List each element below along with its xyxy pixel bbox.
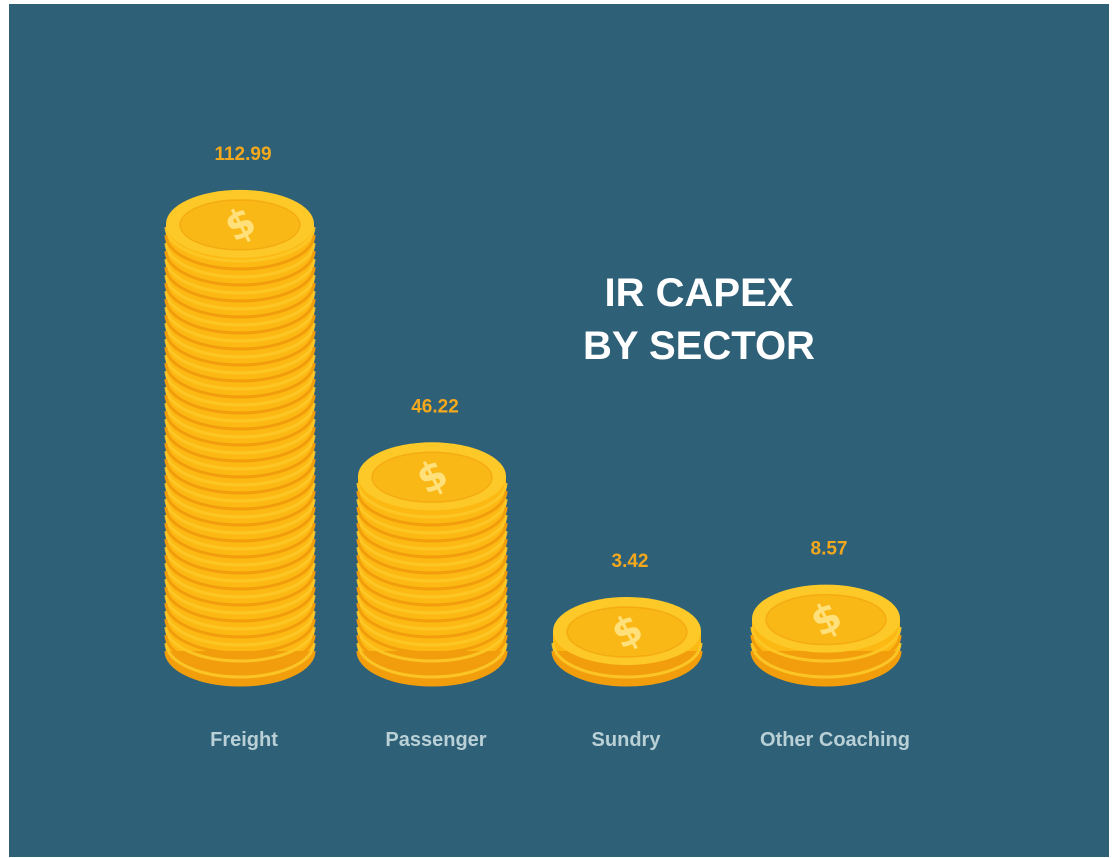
category-label: Sundry (592, 729, 662, 751)
coin-stack-sundry: $ (551, 597, 703, 687)
category-label: Other Coaching (760, 729, 910, 751)
chart-title: IR CAPEX BY SECTOR (583, 271, 815, 368)
category-labels: Freight Passenger Sundry Other Coaching (210, 729, 910, 751)
value-labels: 112.99 46.22 3.42 8.57 (214, 144, 847, 572)
value-label: 8.57 (811, 539, 848, 560)
coin-stack-other-coaching: $ (750, 584, 902, 687)
value-label: 46.22 (411, 396, 459, 417)
chart-title-line-1: IR CAPEX (605, 271, 794, 315)
chart-title-line-2: BY SECTOR (583, 324, 815, 368)
chart-canvas: $ $ $ $ 112.99 46.22 3.42 8.57 Freight Passenge… (9, 4, 1109, 857)
value-label: 112.99 (214, 144, 271, 165)
coin-stacks: $$$ $ (164, 189, 902, 687)
category-label: Freight (210, 729, 278, 751)
value-label: 3.42 (612, 551, 649, 572)
coin-stack-passenger: $ (356, 442, 508, 687)
category-label: Passenger (385, 729, 486, 751)
coin-stack-freight: $ (164, 189, 316, 687)
